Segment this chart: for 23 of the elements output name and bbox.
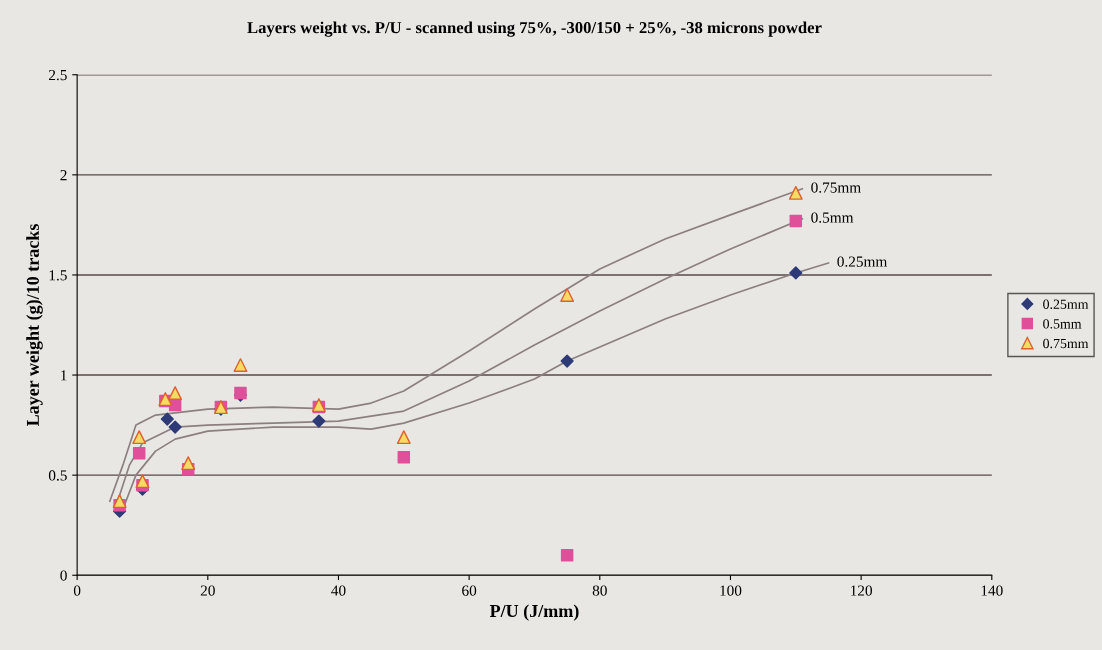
x-tick-label: 20: [200, 585, 215, 596]
x-tick-label: 140: [981, 585, 1003, 596]
y-tick-label: 2: [60, 170, 67, 181]
x-tick-label: 60: [462, 585, 477, 596]
series-label: 0.5mm: [811, 212, 854, 223]
legend-label: 0.75mm: [1043, 338, 1089, 349]
series-label: 0.25mm: [837, 256, 888, 267]
y-tick-label: 0.5: [48, 470, 67, 481]
legend-label: 0.5mm: [1043, 319, 1082, 329]
legend-label: 0.25mm: [1043, 299, 1089, 309]
y-axis-title: Layer weight (g)/10 tracks: [26, 224, 43, 427]
y-tick-label: 1: [61, 370, 67, 381]
y-tick-label: 1.5: [49, 270, 67, 281]
x-tick-label: 0: [73, 585, 81, 596]
x-tick-label: 120: [851, 585, 873, 596]
x-tick-label: 100: [720, 585, 742, 596]
x-tick-label: 80: [592, 585, 607, 596]
y-tick-label: 2.5: [48, 69, 67, 81]
series-label: 0.75mm: [811, 182, 861, 193]
chart-title: Layers weight vs. P/U - scanned using 75%, -300/150 + 25%, -38 microns powder: [247, 21, 822, 37]
x-axis-title: P/U (J/mm): [489, 604, 579, 621]
x-tick-label: 40: [331, 585, 346, 596]
y-tick-label: 0: [60, 570, 67, 581]
